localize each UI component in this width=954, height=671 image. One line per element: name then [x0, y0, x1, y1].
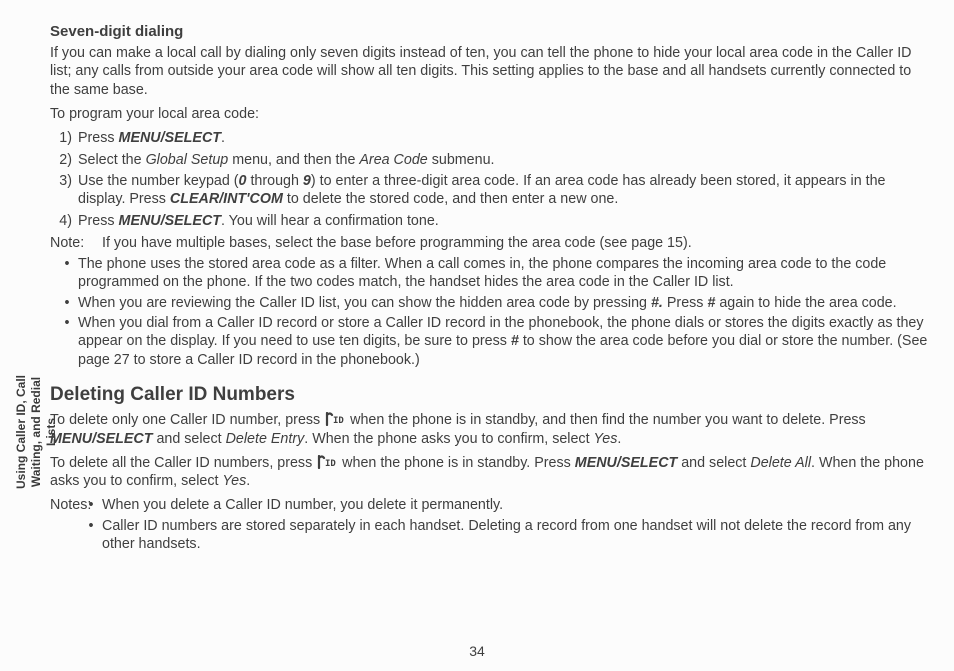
- t: . When the phone asks you to confirm, se…: [304, 431, 593, 447]
- menu-select: MENU/SELECT: [575, 455, 677, 471]
- note-body: If you have multiple bases, select the b…: [102, 234, 928, 252]
- step-number: 3): [50, 172, 78, 209]
- t: through: [246, 173, 302, 189]
- step-text: Press MENU/SELECT. You will hear a confi…: [78, 212, 928, 230]
- bullet-dot: •: [56, 255, 78, 292]
- t: .: [221, 130, 225, 146]
- lead-line: To program your local area code:: [50, 105, 928, 123]
- note-row: Note: If you have multiple bases, select…: [50, 234, 928, 252]
- delete-all-paragraph: To delete all the Caller ID numbers, pre…: [50, 454, 928, 491]
- bullet-text: When you are reviewing the Caller ID lis…: [78, 294, 928, 312]
- t: Press: [663, 295, 708, 311]
- caller-id-icon: ID: [324, 412, 346, 426]
- intro-paragraph: If you can make a local call by dialing …: [50, 44, 928, 99]
- bullet-dot: •: [56, 294, 78, 312]
- t: Press: [78, 130, 119, 146]
- bullet-text: When you dial from a Caller ID record or…: [78, 314, 928, 369]
- note-label: Note:: [50, 234, 102, 252]
- bullet-dot: •: [80, 517, 102, 554]
- step-4: 4) Press MENU/SELECT. You will hear a co…: [50, 212, 928, 230]
- step-3: 3) Use the number keypad (0 through 9) t…: [50, 172, 928, 209]
- t: Select the: [78, 152, 146, 168]
- menu-select: MENU/SELECT: [50, 431, 152, 447]
- t: and select: [152, 431, 225, 447]
- svg-text:ID: ID: [325, 459, 336, 469]
- t: .: [617, 431, 621, 447]
- step-1: 1) Press MENU/SELECT.: [50, 129, 928, 147]
- t: .: [246, 473, 250, 489]
- menu-select: MENU/SELECT: [119, 213, 221, 229]
- step-text: Press MENU/SELECT.: [78, 129, 928, 147]
- step-text: Select the Global Setup menu, and then t…: [78, 151, 928, 169]
- bullet-dot: •: [56, 314, 78, 369]
- step-2: 2) Select the Global Setup menu, and the…: [50, 151, 928, 169]
- bullet-text: Caller ID numbers are stored separately …: [102, 517, 928, 554]
- global-setup: Global Setup: [146, 152, 229, 168]
- delete-entry: Delete Entry: [226, 431, 305, 447]
- key-9: 9: [303, 173, 311, 189]
- heading-deleting: Deleting Caller ID Numbers: [50, 383, 928, 407]
- hash-key: #.: [651, 295, 663, 311]
- step-number: 4): [50, 212, 78, 230]
- t: Use the number keypad (: [78, 173, 239, 189]
- bullet-dot: •: [80, 496, 102, 514]
- t: when the phone is in standby. Press: [338, 455, 575, 471]
- hash-key: #: [511, 333, 519, 349]
- bullet-1: • The phone uses the stored area code as…: [56, 255, 928, 292]
- bullet-3: • When you dial from a Caller ID record …: [56, 314, 928, 369]
- bullet-text: When you delete a Caller ID number, you …: [102, 496, 928, 514]
- t: To delete all the Caller ID numbers, pre…: [50, 455, 316, 471]
- steps-list: 1) Press MENU/SELECT. 2) Select the Glob…: [50, 129, 928, 229]
- t: again to hide the area code.: [715, 295, 896, 311]
- t: When you are reviewing the Caller ID lis…: [78, 295, 651, 311]
- t: to delete the stored code, and then ente…: [283, 191, 618, 207]
- t: . You will hear a confirmation tone.: [221, 213, 439, 229]
- delete-one-paragraph: To delete only one Caller ID number, pre…: [50, 411, 928, 448]
- t: Press: [78, 213, 119, 229]
- clear-intcom: CLEAR/INT'COM: [170, 191, 283, 207]
- yes: Yes: [594, 431, 618, 447]
- menu-select: MENU/SELECT: [119, 130, 221, 146]
- notes-bullets: • When you delete a Caller ID number, yo…: [102, 496, 928, 553]
- notes-body: • When you delete a Caller ID number, yo…: [102, 496, 928, 555]
- t: submenu.: [428, 152, 495, 168]
- heading-seven-digit: Seven-digit dialing: [50, 22, 928, 41]
- side-tab-line1: Using Caller ID, Call: [14, 375, 28, 489]
- page-content: Seven-digit dialing If you can make a lo…: [50, 22, 928, 558]
- delete-all: Delete All: [750, 455, 811, 471]
- notes-bullet-2: • Caller ID numbers are stored separatel…: [80, 517, 928, 554]
- area-code: Area Code: [359, 152, 427, 168]
- svg-text:ID: ID: [333, 416, 344, 426]
- step-text: Use the number keypad (0 through 9) to e…: [78, 172, 928, 209]
- notes-row: Notes: • When you delete a Caller ID num…: [50, 496, 928, 555]
- t: and select: [677, 455, 750, 471]
- caller-id-icon: ID: [316, 455, 338, 469]
- step-number: 2): [50, 151, 78, 169]
- step-number: 1): [50, 129, 78, 147]
- info-bullets: • The phone uses the stored area code as…: [56, 255, 928, 369]
- notes-bullet-1: • When you delete a Caller ID number, yo…: [80, 496, 928, 514]
- bullet-2: • When you are reviewing the Caller ID l…: [56, 294, 928, 312]
- page-number: 34: [0, 643, 954, 659]
- t: menu, and then the: [228, 152, 359, 168]
- yes: Yes: [222, 473, 246, 489]
- bullet-text: The phone uses the stored area code as a…: [78, 255, 928, 292]
- t: when the phone is in standby, and then f…: [346, 412, 866, 428]
- t: To delete only one Caller ID number, pre…: [50, 412, 324, 428]
